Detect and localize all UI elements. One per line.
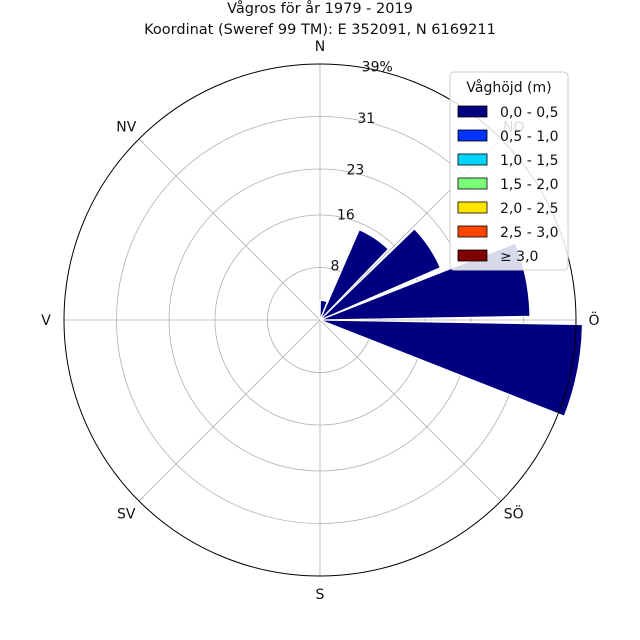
legend-label-5: 2,5 - 3,0 <box>500 225 558 241</box>
legend-swatch-5 <box>457 225 488 238</box>
direction-label-5: SV <box>117 507 136 523</box>
legend-swatch-0 <box>457 105 488 118</box>
grid-spoke <box>138 138 321 321</box>
direction-label-7: NV <box>116 119 136 135</box>
legend: Våghöjd (m) 0,0 - 0,5 0,5 - 1,0 1,0 - 1,5 1,… <box>449 71 569 271</box>
legend-label-1: 0,5 - 1,0 <box>500 129 558 145</box>
wave-sector-2 <box>319 227 442 321</box>
outer-circle <box>63 63 577 577</box>
chart-subtitle: Koordinat (Sweref 99 TM): E 352091, N 61… <box>144 22 496 38</box>
wave-sector-1 <box>319 228 390 321</box>
wave-sector-4 <box>319 319 584 418</box>
direction-label-0: N <box>315 39 325 55</box>
chart-title: Vågros för år 1979 - 2019 <box>227 0 413 17</box>
legend-swatch-2 <box>457 153 488 166</box>
legend-swatch-4 <box>457 201 488 214</box>
legend-label-3: 1,5 - 2,0 <box>500 177 558 193</box>
grid-spoke <box>319 319 502 502</box>
radial-tick-label-1: 16 <box>337 207 355 223</box>
legend-title: Våghöjd (m) <box>466 79 551 96</box>
direction-label-6: V <box>41 313 51 329</box>
radial-tick-label-2: 23 <box>346 162 364 178</box>
legend-label-2: 1,0 - 1,5 <box>500 153 558 169</box>
legend-swatch-1 <box>457 129 488 142</box>
direction-label-3: SÖ <box>504 505 524 523</box>
legend-box <box>449 71 569 271</box>
grid-spoke <box>138 319 321 502</box>
radial-tick-label-3: 31 <box>357 111 375 127</box>
radial-tick-label-0: 8 <box>330 259 339 275</box>
legend-label-4: 2,0 - 2,5 <box>500 201 558 217</box>
legend-swatch-6 <box>457 249 488 262</box>
direction-label-4: S <box>316 587 325 603</box>
legend-label-0: 0,0 - 0,5 <box>500 105 558 121</box>
legend-label-6: ≥ 3,0 <box>500 249 538 265</box>
legend-swatch-3 <box>457 177 488 190</box>
direction-label-2: Ö <box>588 311 599 329</box>
radial-tick-label-4: 39% <box>362 60 393 76</box>
